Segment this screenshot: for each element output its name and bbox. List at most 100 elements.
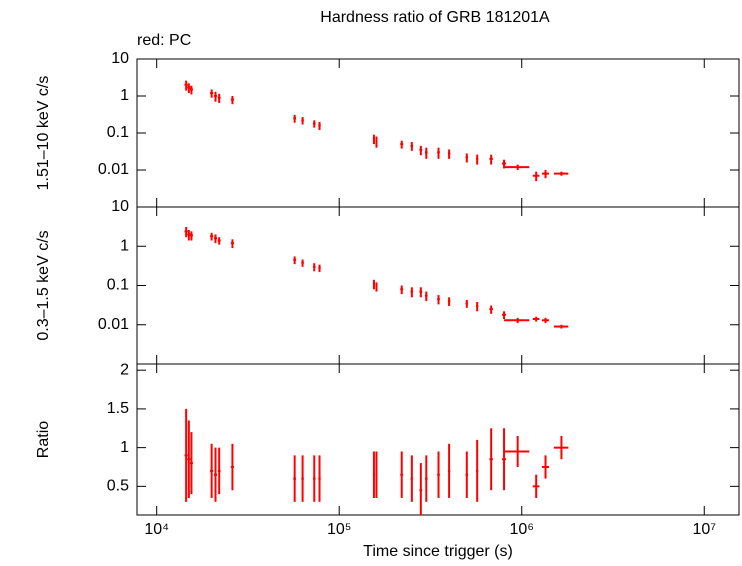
error-bar <box>301 455 304 502</box>
error-bar <box>187 83 191 94</box>
error-bar <box>532 474 540 498</box>
y-tick-label: 2 <box>120 361 129 378</box>
error-bar <box>210 232 214 241</box>
error-bar <box>410 142 414 151</box>
error-bar <box>504 436 530 467</box>
chart-title: Hardness ratio of GRB 181201A <box>320 9 550 26</box>
error-bar <box>465 451 469 498</box>
error-bar <box>375 136 378 148</box>
error-bar <box>476 301 479 312</box>
error-bar <box>217 237 221 245</box>
error-bar <box>187 229 191 241</box>
y-tick-label: 0.01 <box>98 316 129 333</box>
error-bar <box>553 436 569 460</box>
error-bar <box>318 455 321 502</box>
error-bar <box>447 297 451 307</box>
error-bar <box>502 428 507 491</box>
y-axis-label: Ratio <box>35 421 52 458</box>
y-tick-label: 1.5 <box>107 400 129 417</box>
error-bar <box>419 463 423 515</box>
y-tick-label: 1 <box>120 87 129 104</box>
error-bar <box>184 80 188 91</box>
error-bar <box>410 287 414 298</box>
error-bar <box>476 154 479 165</box>
error-bar <box>400 285 404 295</box>
error-bar <box>210 443 214 498</box>
error-bar <box>318 121 321 131</box>
y-axis-label: 0.3–1.5 keV c/s <box>35 230 52 340</box>
error-bar <box>541 455 549 479</box>
error-bar <box>424 455 428 502</box>
data-layer <box>184 226 569 329</box>
data-layer <box>184 408 569 515</box>
error-bar <box>375 282 378 292</box>
y-tick-label: 0.01 <box>98 161 129 178</box>
plot-frame <box>136 363 740 516</box>
y-tick-label: 0.1 <box>107 124 129 141</box>
error-bar <box>230 239 234 249</box>
x-tick-label: 10⁶ <box>510 521 534 538</box>
error-bar <box>424 291 428 302</box>
error-bar <box>375 451 378 498</box>
error-bar <box>400 140 404 149</box>
error-bar <box>410 455 414 502</box>
y-tick-label: 1 <box>120 439 129 456</box>
error-bar <box>293 114 297 123</box>
error-bar <box>213 234 218 244</box>
error-bar <box>312 120 316 128</box>
error-bar <box>504 164 530 170</box>
error-bar <box>465 153 469 163</box>
error-bar <box>465 299 469 308</box>
error-bar <box>447 443 451 498</box>
y-tick-label: 0.5 <box>107 478 129 495</box>
error-bar <box>553 324 569 329</box>
error-bar <box>213 91 218 102</box>
error-bar <box>419 287 423 298</box>
plot-frame <box>136 206 740 365</box>
error-bar <box>213 447 218 502</box>
error-bar <box>532 316 540 322</box>
error-bar <box>489 305 493 314</box>
error-bar <box>437 295 440 305</box>
error-bar <box>189 85 193 95</box>
x-tick-label: 10⁵ <box>327 521 351 538</box>
error-bar <box>293 256 297 265</box>
y-axis-label: 1.51–10 keV c/s <box>35 76 52 191</box>
error-bar <box>230 96 234 105</box>
y-tick-label: 1 <box>120 237 129 254</box>
x-axis-label: Time since trigger (s) <box>363 543 513 560</box>
plot-frame <box>136 58 740 208</box>
error-bar <box>437 147 440 159</box>
error-bar <box>312 263 316 272</box>
error-bar <box>217 93 221 103</box>
error-bar <box>447 149 451 159</box>
error-bar <box>312 455 316 502</box>
error-bar <box>400 451 404 498</box>
error-bar <box>541 317 549 324</box>
error-bar <box>504 317 530 324</box>
error-bar <box>301 259 304 267</box>
error-bar <box>476 439 479 502</box>
error-bar <box>230 443 234 491</box>
error-bar <box>424 147 428 159</box>
error-bar <box>541 170 549 179</box>
error-bar <box>502 311 507 320</box>
error-bar <box>187 420 191 498</box>
y-tick-label: 10 <box>111 198 129 215</box>
y-tick-label: 10 <box>111 50 129 67</box>
error-bar <box>437 451 440 498</box>
error-bar <box>489 428 493 491</box>
error-bar <box>184 226 188 238</box>
y-tick-label: 0.1 <box>107 277 129 294</box>
data-layer <box>184 80 569 182</box>
error-bar <box>372 279 375 290</box>
error-bar <box>553 171 569 176</box>
error-bar <box>318 264 321 273</box>
error-bar <box>489 154 493 165</box>
x-tick-label: 10⁴ <box>144 521 169 538</box>
error-bar <box>189 231 193 241</box>
error-bar <box>301 117 304 125</box>
error-bar <box>293 455 297 502</box>
error-bar <box>419 145 423 156</box>
